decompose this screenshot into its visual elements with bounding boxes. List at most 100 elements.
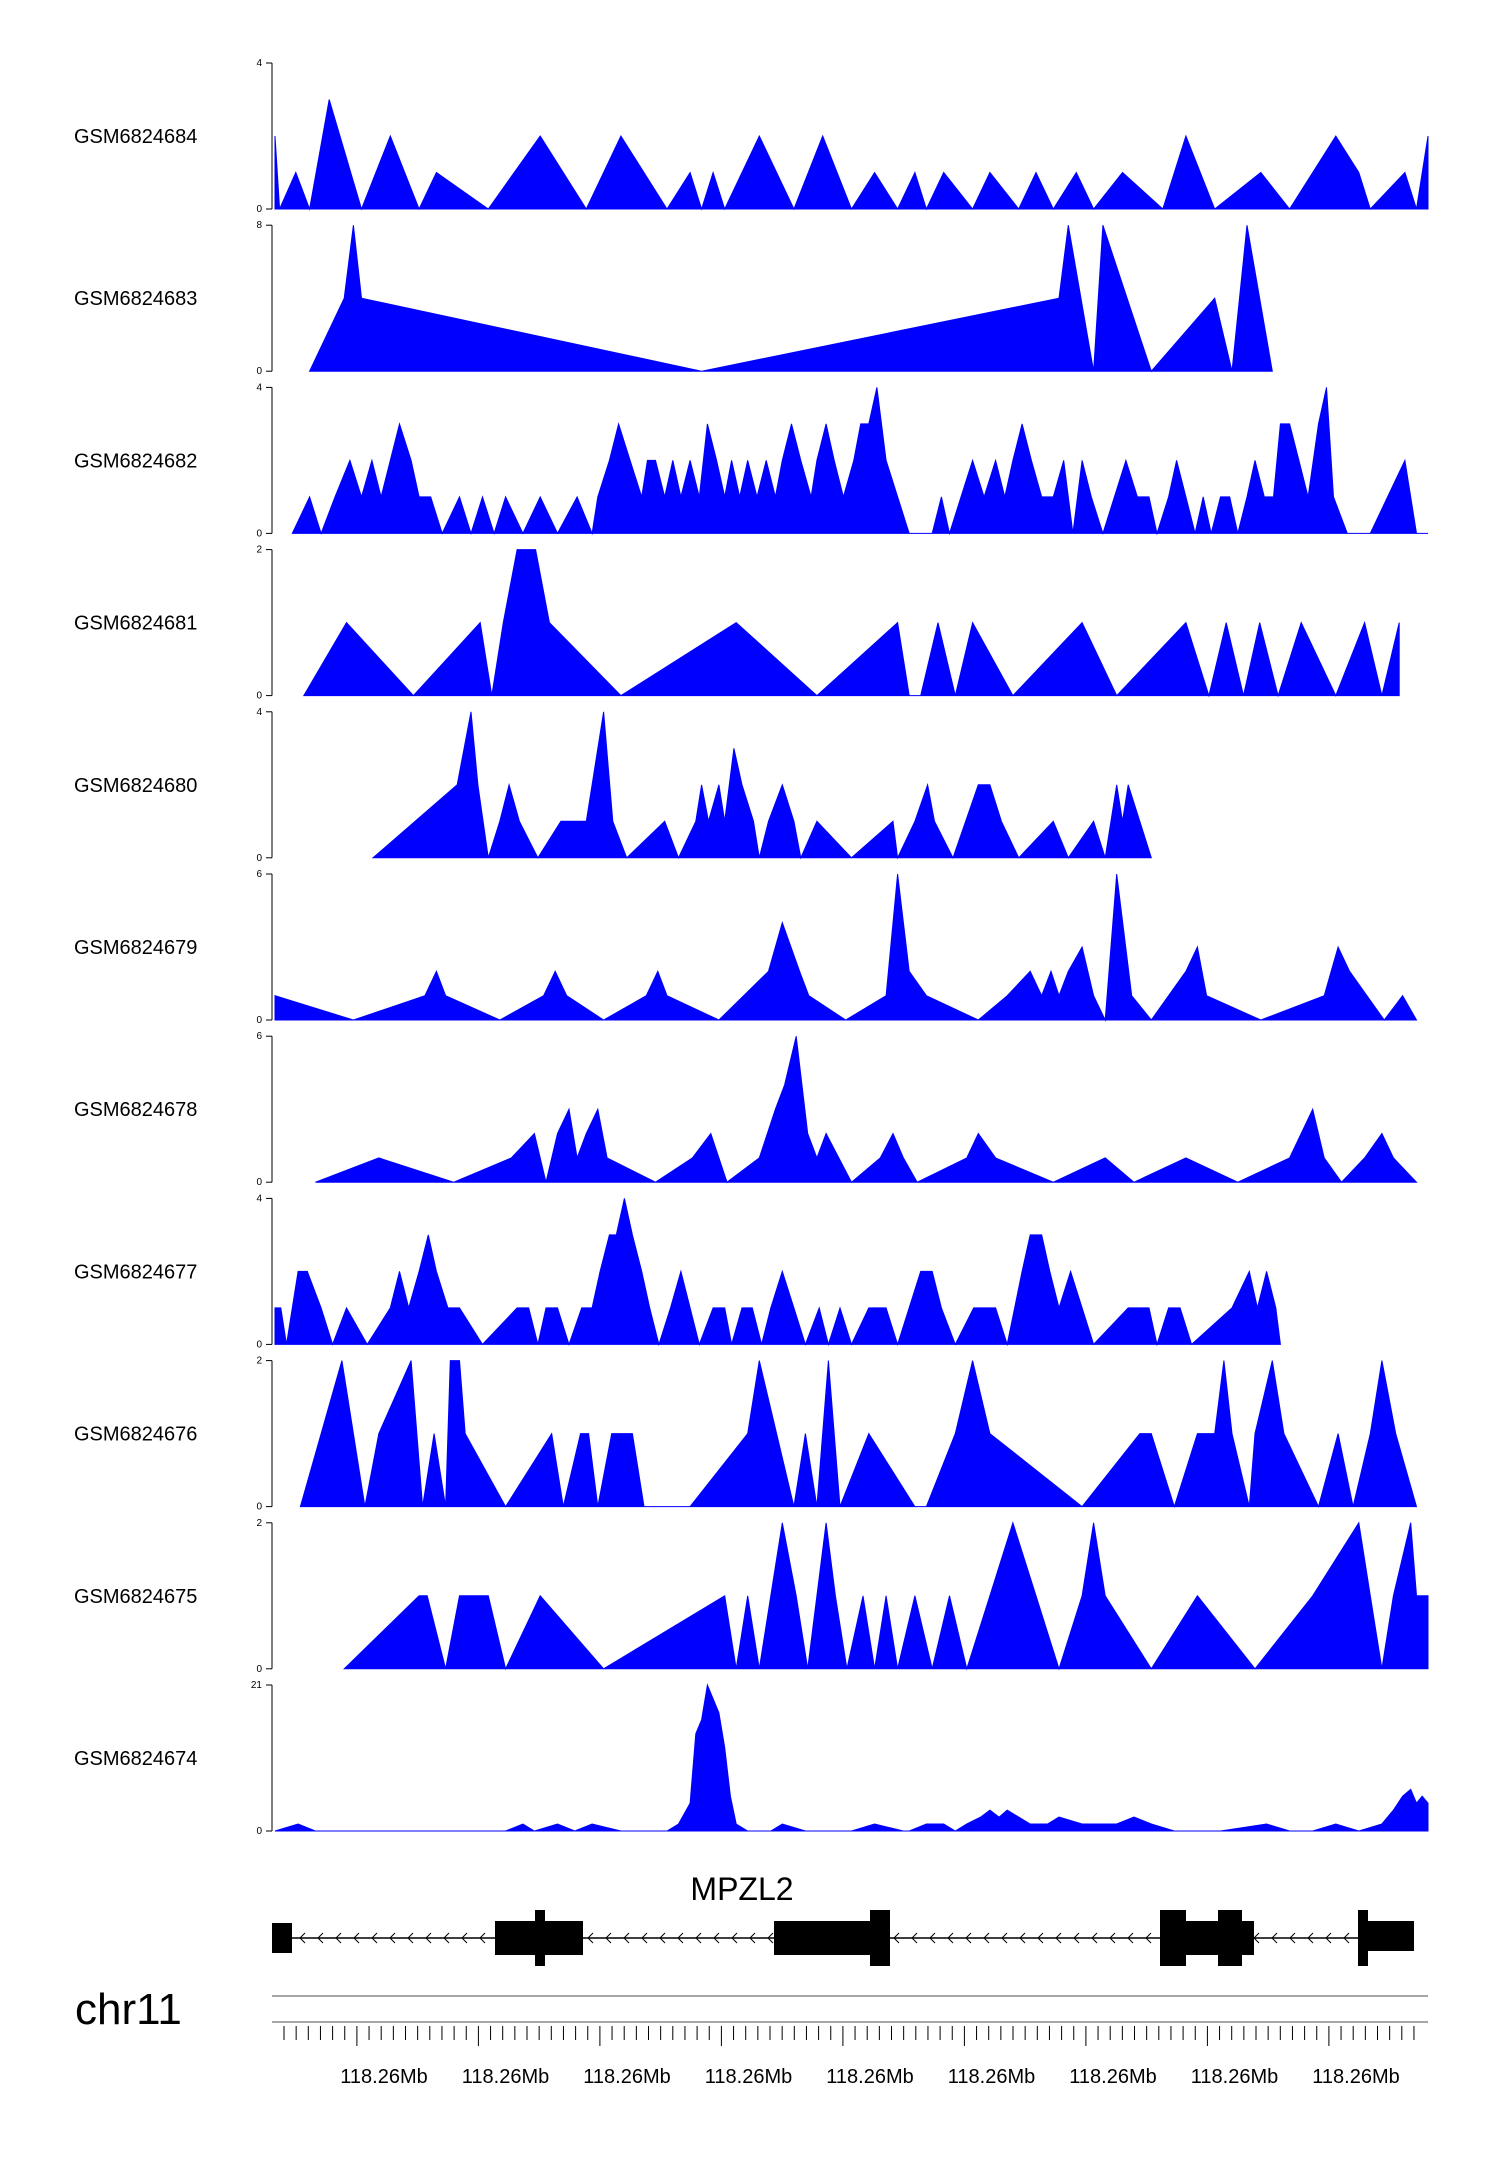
chromosome-label: chr11 [75, 1985, 182, 2034]
strand-arrow [479, 1932, 486, 1944]
strand-arrow [677, 1932, 684, 1944]
track-GSM6824679: GSM6824679 6 0 [74, 869, 1418, 1026]
coverage-area [274, 99, 1429, 211]
strand-arrow [1343, 1932, 1350, 1944]
y-tick-label-min: 0 [256, 1015, 262, 1026]
coverage-area [291, 387, 1428, 536]
gene-name-label: MPZL2 [690, 1871, 793, 1907]
track-label: GSM6824684 [74, 126, 197, 148]
strand-arrow [425, 1932, 432, 1944]
track-GSM6824683: GSM6824683 8 0 [74, 220, 1273, 377]
y-tick-label-min: 0 [256, 691, 262, 702]
x-tick-label: 118.26Mb [948, 2066, 1035, 2088]
y-tick-label-min: 0 [256, 366, 262, 377]
strand-arrow [911, 1932, 918, 1944]
exon-4-cds-a [1160, 1910, 1186, 1966]
y-tick-label-min: 0 [256, 1177, 262, 1188]
strand-arrow [1271, 1932, 1278, 1944]
coverage-area [315, 1036, 1418, 1184]
track-label: GSM6824674 [74, 1748, 197, 1770]
strand-arrow [623, 1932, 630, 1944]
y-tick-label-min: 0 [256, 204, 262, 215]
track-GSM6824680: GSM6824680 4 0 [74, 707, 1152, 864]
y-tick-label-max: 2 [256, 1356, 262, 1367]
track-label: GSM6824682 [74, 450, 197, 472]
coverage-area [299, 1360, 1418, 1509]
strand-arrow [371, 1932, 378, 1944]
strand-arrow [1127, 1932, 1134, 1944]
track-label: GSM6824678 [74, 1099, 197, 1121]
exon-4-cds-b [1218, 1910, 1242, 1966]
y-tick-label-min: 0 [256, 853, 262, 864]
strand-arrow [695, 1932, 702, 1944]
x-tick-label: 118.26Mb [826, 2066, 913, 2088]
strand-arrow [317, 1932, 324, 1944]
track-GSM6824675: GSM6824675 2 0 [74, 1518, 1429, 1675]
strand-arrow [353, 1932, 360, 1944]
y-tick-label-max: 4 [256, 1193, 262, 1204]
track-label: GSM6824681 [74, 613, 197, 635]
y-tick-label-min: 0 [256, 1502, 262, 1513]
track-GSM6824682: GSM6824682 4 0 [74, 382, 1428, 539]
strand-arrow [1109, 1932, 1116, 1944]
strand-arrow [1055, 1932, 1062, 1944]
exon-3 [774, 1921, 874, 1955]
track-label: GSM6824679 [74, 937, 197, 959]
x-tick-label: 118.26Mb [340, 2066, 427, 2088]
track-label: GSM6824683 [74, 288, 197, 310]
y-tick-label-max: 4 [256, 58, 262, 69]
strand-arrow [713, 1932, 720, 1944]
strand-arrow [407, 1932, 414, 1944]
track-label: GSM6824676 [74, 1424, 197, 1446]
strand-arrow [1145, 1932, 1152, 1944]
strand-arrow [1019, 1932, 1026, 1944]
y-tick-label-max: 6 [256, 869, 262, 880]
y-tick-label-min: 0 [256, 1664, 262, 1675]
track-GSM6824678: GSM6824678 6 0 [74, 1031, 1418, 1188]
track-GSM6824677: GSM6824677 4 0 [74, 1193, 1281, 1350]
y-tick-label-min: 0 [256, 1826, 262, 1837]
y-tick-label-max: 8 [256, 220, 262, 231]
coverage-area [274, 1198, 1281, 1347]
y-tick-label-max: 2 [256, 545, 262, 556]
gene-model: MPZL2 [272, 1871, 1414, 1966]
y-tick-label-max: 4 [256, 707, 262, 718]
x-tick-label: 118.26Mb [1312, 2066, 1399, 2088]
strand-arrow [1001, 1932, 1008, 1944]
strand-arrow [299, 1932, 306, 1944]
y-tick-label-max: 21 [251, 1680, 263, 1691]
strand-arrow [1307, 1932, 1314, 1944]
strand-arrow [587, 1932, 594, 1944]
y-tick-label-min: 0 [256, 1339, 262, 1350]
x-tick-label: 118.26Mb [705, 2066, 792, 2088]
strand-arrow [443, 1932, 450, 1944]
exon-2-cds [535, 1910, 545, 1966]
track-GSM6824681: GSM6824681 2 0 [74, 545, 1400, 702]
strand-arrow [461, 1932, 468, 1944]
strand-arrow [1325, 1932, 1332, 1944]
strand-arrow [965, 1932, 972, 1944]
strand-arrow [947, 1932, 954, 1944]
x-tick-label: 118.26Mb [583, 2066, 670, 2088]
strand-arrow [1289, 1932, 1296, 1944]
coverage-tracks: GSM682468440GSM682468380GSM682468240GSM6… [74, 58, 1429, 1837]
track-label: GSM6824677 [74, 1261, 197, 1283]
exon-3-cds [870, 1910, 890, 1966]
coverage-area [342, 1521, 1429, 1671]
track-GSM6824674: GSM6824674 21 0 [74, 1680, 1429, 1837]
strand-arrow [389, 1932, 396, 1944]
y-tick-label-max: 6 [256, 1031, 262, 1042]
track-GSM6824684: GSM6824684 4 0 [74, 58, 1429, 215]
x-tick-label: 118.26Mb [1069, 2066, 1156, 2088]
exon-5-cds [1358, 1910, 1368, 1966]
strand-arrow [335, 1932, 342, 1944]
exon-1 [272, 1923, 292, 1953]
x-tick-label: 118.26Mb [1191, 2066, 1278, 2088]
strand-arrow [731, 1932, 738, 1944]
y-tick-label-min: 0 [256, 528, 262, 539]
coverage-area [302, 549, 1400, 698]
strand-arrow [1091, 1932, 1098, 1944]
track-label: GSM6824680 [74, 775, 197, 797]
